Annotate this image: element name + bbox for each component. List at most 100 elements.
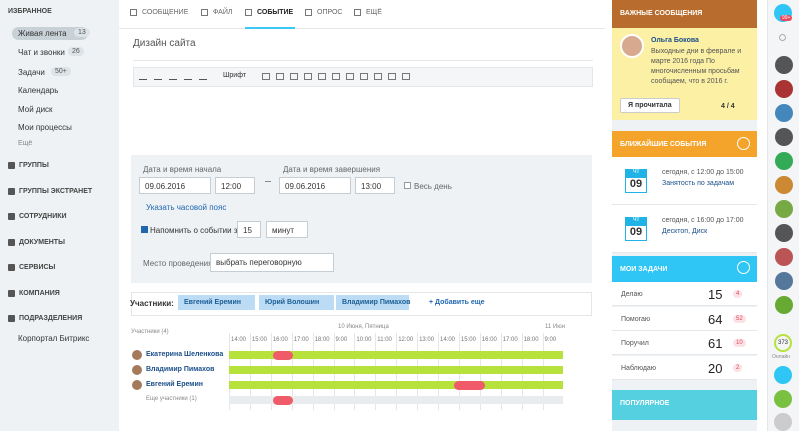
time[interactable]: 13:00	[355, 177, 395, 194]
avatar[interactable]	[775, 296, 793, 314]
section[interactable]: ГРУППЫ ЭКСТРАНЕТ	[19, 187, 93, 195]
menu-item[interactable]: Мой диск	[18, 105, 53, 114]
hour: 17:00	[293, 337, 309, 343]
tab-icon	[354, 9, 361, 16]
tab[interactable]: ОПРОС	[317, 9, 343, 16]
tool	[184, 72, 192, 80]
card	[612, 205, 757, 253]
avatar[interactable]	[775, 128, 793, 146]
avatar[interactable]	[775, 80, 793, 98]
tool	[346, 73, 354, 80]
tab[interactable]: ФАЙЛ	[213, 9, 233, 16]
avatar[interactable]	[775, 224, 793, 242]
call-button[interactable]	[774, 390, 792, 408]
card	[612, 306, 757, 331]
avatar[interactable]	[775, 272, 793, 290]
tool	[290, 73, 298, 80]
task-label[interactable]: Помогаю	[621, 315, 651, 323]
portal[interactable]: Корпортал Битрикс	[18, 334, 90, 343]
participant-chip[interactable]: Евгений Еремин	[178, 295, 255, 310]
hour: 17:00	[502, 337, 518, 343]
menu-item[interactable]: Чат и звонки	[18, 48, 65, 57]
tab[interactable]: СООБЩЕНИЕ	[142, 9, 189, 16]
event-name[interactable]: Занятость по задачам	[662, 180, 735, 187]
person[interactable]: Екатерина Шеленкова	[146, 351, 224, 358]
favorites-header: ИЗБРАННОЕ	[8, 8, 52, 15]
participant-chip[interactable]: Юрий Волошин	[259, 295, 334, 310]
dash	[265, 181, 271, 182]
planner-header: Участники (4)	[131, 329, 169, 335]
avatar[interactable]	[775, 104, 793, 122]
download-button[interactable]	[774, 413, 792, 431]
add-link[interactable]: + Добавить еще	[429, 299, 485, 306]
font-select[interactable]: Шрифт	[223, 72, 247, 79]
task-badge: 52	[733, 314, 746, 323]
avatar[interactable]	[775, 56, 793, 74]
tab[interactable]: СОБЫТИЕ	[257, 9, 294, 16]
busy-slot	[273, 351, 293, 360]
menu-item[interactable]: Календарь	[18, 86, 59, 95]
section-icon	[8, 289, 15, 297]
more[interactable]: Ещё	[18, 140, 33, 147]
hour: 16:00	[481, 337, 497, 343]
date[interactable]: 09.06.2016	[279, 177, 351, 194]
hour: 11:00	[377, 337, 392, 343]
tool	[169, 72, 177, 80]
section[interactable]: КОМПАНИЯ	[19, 289, 60, 297]
section[interactable]: ПОДРАЗДЕЛЕНИЯ	[19, 315, 83, 322]
avatar[interactable]	[775, 176, 793, 194]
search-icon	[779, 34, 786, 41]
title-input: Дизайн сайта	[133, 38, 196, 49]
author: Ольга Бокова	[651, 37, 699, 44]
hour: 13:00	[419, 337, 435, 343]
hour: 9:00	[544, 337, 557, 343]
task-label[interactable]: Делаю	[621, 291, 643, 298]
date[interactable]: 09.06.2016	[139, 177, 211, 194]
plus[interactable]	[737, 261, 750, 274]
date-label: 11 Июн	[545, 324, 566, 330]
event-name[interactable]: Десктоп, Диск	[662, 228, 708, 235]
section[interactable]: ГРУППЫ	[19, 162, 49, 169]
card	[612, 282, 757, 306]
card	[612, 331, 757, 355]
menu-item[interactable]: Живая лента	[18, 29, 67, 38]
tab[interactable]: ЕЩЁ	[366, 9, 382, 16]
task-value: 64	[708, 311, 723, 327]
active-item	[12, 27, 88, 40]
person[interactable]: Владимир Пимахов	[146, 366, 215, 373]
menu-item[interactable]: Мои процессы	[18, 123, 72, 132]
task-label[interactable]: Наблюдаю	[621, 364, 657, 372]
time[interactable]: 12:00	[215, 177, 255, 194]
section[interactable]: ДОКУМЕНТЫ	[19, 238, 65, 246]
label: Весь день	[414, 182, 452, 191]
tool	[332, 73, 340, 80]
avatar[interactable]	[775, 248, 793, 266]
plus[interactable]	[737, 137, 750, 150]
button[interactable]: Я прочитала	[620, 98, 680, 113]
menu-item[interactable]: Задачи	[18, 68, 45, 77]
checkbox[interactable]	[141, 226, 148, 233]
select[interactable]: выбрать переговорную	[210, 253, 334, 272]
section[interactable]: СОТРУДНИКИ	[19, 213, 67, 220]
label: Место проведения	[143, 259, 213, 268]
task-badge: 4	[733, 290, 743, 298]
avatar[interactable]	[775, 200, 793, 218]
input[interactable]: 15	[237, 221, 261, 238]
participant-chip[interactable]: Владимир Пимахов	[336, 295, 410, 310]
count: 13	[74, 28, 90, 37]
checkbox[interactable]	[404, 182, 411, 189]
section-icon	[8, 213, 15, 220]
select[interactable]: минут	[266, 221, 308, 238]
tool	[139, 72, 147, 80]
task-value: 20	[708, 360, 723, 376]
link[interactable]: Указать часовой пояс	[146, 203, 227, 212]
hour: 16:00	[272, 337, 288, 343]
task-label[interactable]: Поручил	[621, 340, 649, 347]
hour: 15:00	[460, 337, 476, 343]
avatar[interactable]	[775, 152, 793, 170]
task-value: 61	[708, 336, 723, 351]
section[interactable]: СЕРВИСЫ	[19, 264, 56, 271]
add-button[interactable]	[774, 366, 792, 384]
person[interactable]: Евгений Еремин	[146, 381, 204, 388]
header: БЛИЖАЙШИЕ СОБЫТИЯ	[612, 131, 757, 157]
